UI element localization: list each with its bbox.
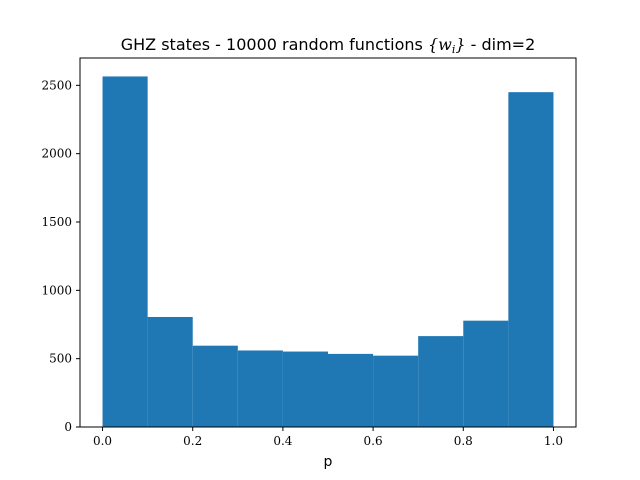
histogram-bar bbox=[237, 350, 283, 427]
histogram-bar bbox=[192, 345, 238, 427]
histogram-bar bbox=[418, 336, 464, 427]
x-axis-label: p bbox=[324, 454, 333, 470]
y-tick-label: 0 bbox=[64, 420, 72, 434]
histogram-bars bbox=[102, 76, 554, 428]
histogram-bar bbox=[463, 320, 509, 427]
histogram-bar bbox=[373, 355, 419, 427]
x-tick-label: 1.0 bbox=[544, 434, 563, 448]
x-axis-ticks: 0.0 0.2 0.4 0.6 0.8 1.0 bbox=[93, 427, 563, 448]
chart-title-math: {w bbox=[428, 35, 452, 54]
y-tick-label: 500 bbox=[49, 352, 72, 366]
plot-frame bbox=[79, 57, 577, 428]
chart-title-suffix: - dim=2 bbox=[466, 35, 536, 54]
x-tick-label: 0.8 bbox=[454, 434, 473, 448]
x-tick-label: 0.6 bbox=[364, 434, 383, 448]
chart-title-prefix: GHZ states - 10000 random functions bbox=[121, 35, 428, 54]
x-tick-label: 0.2 bbox=[183, 434, 202, 448]
histogram-bar bbox=[282, 351, 328, 427]
y-tick-label: 2000 bbox=[41, 147, 72, 161]
chart-title-math-sub: i bbox=[452, 43, 456, 56]
chart-title-math-close: } bbox=[455, 35, 465, 54]
x-tick-label: 0.4 bbox=[273, 434, 292, 448]
histogram-bar bbox=[328, 353, 374, 427]
histogram-bar bbox=[147, 316, 193, 427]
y-tick-label: 2500 bbox=[41, 78, 72, 92]
chart-title: GHZ states - 10000 random functions {wi}… bbox=[121, 35, 536, 56]
histogram-bar bbox=[508, 92, 554, 428]
y-tick-label: 1500 bbox=[41, 215, 72, 229]
y-tick-label: 1000 bbox=[41, 283, 72, 297]
x-tick-label: 0.0 bbox=[93, 434, 112, 448]
histogram-bar bbox=[102, 76, 148, 427]
y-axis-ticks: 0 500 1000 1500 2000 2500 bbox=[41, 78, 80, 434]
